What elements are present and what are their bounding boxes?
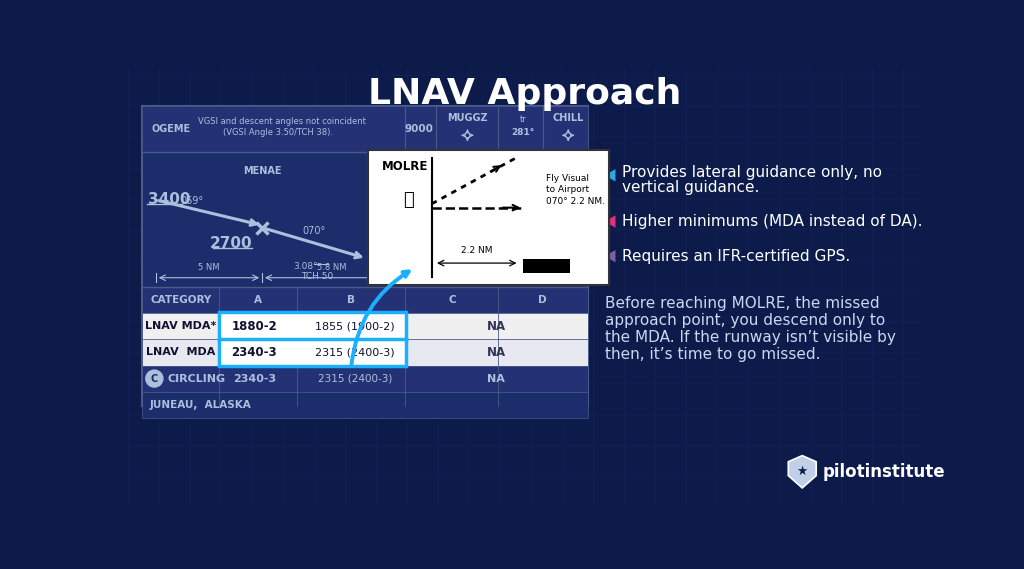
Text: ★: ★ [797, 464, 808, 477]
Bar [142, 313, 588, 339]
Text: 1855 (1900-2): 1855 (1900-2) [315, 321, 395, 331]
Text: 069°: 069° [181, 196, 204, 206]
Text: A: A [254, 295, 262, 305]
Text: C: C [449, 295, 456, 305]
Text: NA: NA [486, 320, 506, 333]
Text: (VGSI Angle 3.50/TCH 38).: (VGSI Angle 3.50/TCH 38). [222, 129, 333, 138]
Bar [219, 312, 407, 340]
Text: 🚁: 🚁 [403, 191, 414, 209]
Text: VGSI and descent angles not coincident: VGSI and descent angles not coincident [198, 117, 366, 126]
Bar [523, 259, 569, 273]
Text: D: D [539, 295, 547, 305]
Text: JUNEAU,  ALASKA: JUNEAU, ALASKA [150, 400, 252, 410]
Text: 2315 (2400-3): 2315 (2400-3) [317, 374, 392, 384]
Text: MUGGZ: MUGGZ [447, 113, 487, 123]
Text: MENAE: MENAE [243, 166, 282, 176]
Text: NA: NA [487, 374, 505, 384]
Text: Requires an IFR-certified GPS.: Requires an IFR-certified GPS. [622, 249, 850, 263]
Text: 5.8 NM: 5.8 NM [317, 262, 346, 271]
Text: C: C [151, 374, 158, 384]
Text: 2700: 2700 [210, 236, 252, 250]
Text: 2340-3: 2340-3 [231, 346, 278, 359]
Text: 070°: 070° [302, 226, 326, 236]
Text: Fly Visual
to Airport
070° 2.2 NM.: Fly Visual to Airport 070° 2.2 NM. [547, 174, 605, 206]
Text: pilotinstitute: pilotinstitute [822, 463, 945, 481]
Bar [142, 339, 588, 365]
Text: LNAV MDA*: LNAV MDA* [145, 321, 216, 331]
Text: Before reaching MOLRE, the missed: Before reaching MOLRE, the missed [604, 296, 880, 311]
Bar [142, 391, 588, 418]
Text: LNAV Approach: LNAV Approach [368, 77, 682, 112]
Bar [142, 106, 588, 152]
Text: NA: NA [486, 346, 506, 359]
Text: OGEME: OGEME [152, 124, 190, 134]
Polygon shape [604, 250, 615, 262]
Circle shape [145, 370, 163, 387]
Text: tr: tr [520, 116, 526, 125]
Text: approach point, you descend only to: approach point, you descend only to [604, 314, 885, 328]
Text: 2340-3: 2340-3 [232, 374, 275, 384]
Polygon shape [604, 169, 615, 182]
Text: B: B [347, 295, 355, 305]
Text: the MDA. If the runway isn’t visible by: the MDA. If the runway isn’t visible by [604, 330, 896, 345]
Text: CHILL: CHILL [553, 113, 584, 123]
Text: 3400: 3400 [148, 192, 190, 208]
Bar [219, 339, 407, 366]
Text: Provides lateral guidance only, no: Provides lateral guidance only, no [622, 165, 882, 180]
Text: then, it’s time to go missed.: then, it’s time to go missed. [604, 347, 820, 362]
Text: 5 NM: 5 NM [199, 262, 220, 271]
Text: Higher minimums (MDA instead of DA).: Higher minimums (MDA instead of DA). [622, 214, 923, 229]
Text: 2.2 NM: 2.2 NM [461, 246, 493, 255]
Polygon shape [604, 215, 615, 228]
Text: LNAV  MDA: LNAV MDA [146, 348, 215, 357]
Bar [142, 106, 588, 406]
Bar [142, 287, 588, 313]
Text: CATEGORY: CATEGORY [151, 295, 211, 305]
Text: 281°: 281° [512, 129, 535, 138]
Text: 3.08°: 3.08° [293, 262, 317, 271]
Text: CIRCLING: CIRCLING [167, 374, 225, 384]
Bar [369, 150, 608, 284]
Text: 9000: 9000 [404, 124, 434, 134]
Text: 1880-2: 1880-2 [231, 320, 278, 333]
Polygon shape [788, 456, 816, 488]
Text: vertical guidance.: vertical guidance. [622, 180, 759, 195]
Text: MOLRE: MOLRE [382, 160, 429, 174]
Bar [142, 365, 588, 391]
Text: 2315 (2400-3): 2315 (2400-3) [315, 348, 395, 357]
Text: TCH 50: TCH 50 [301, 273, 333, 282]
